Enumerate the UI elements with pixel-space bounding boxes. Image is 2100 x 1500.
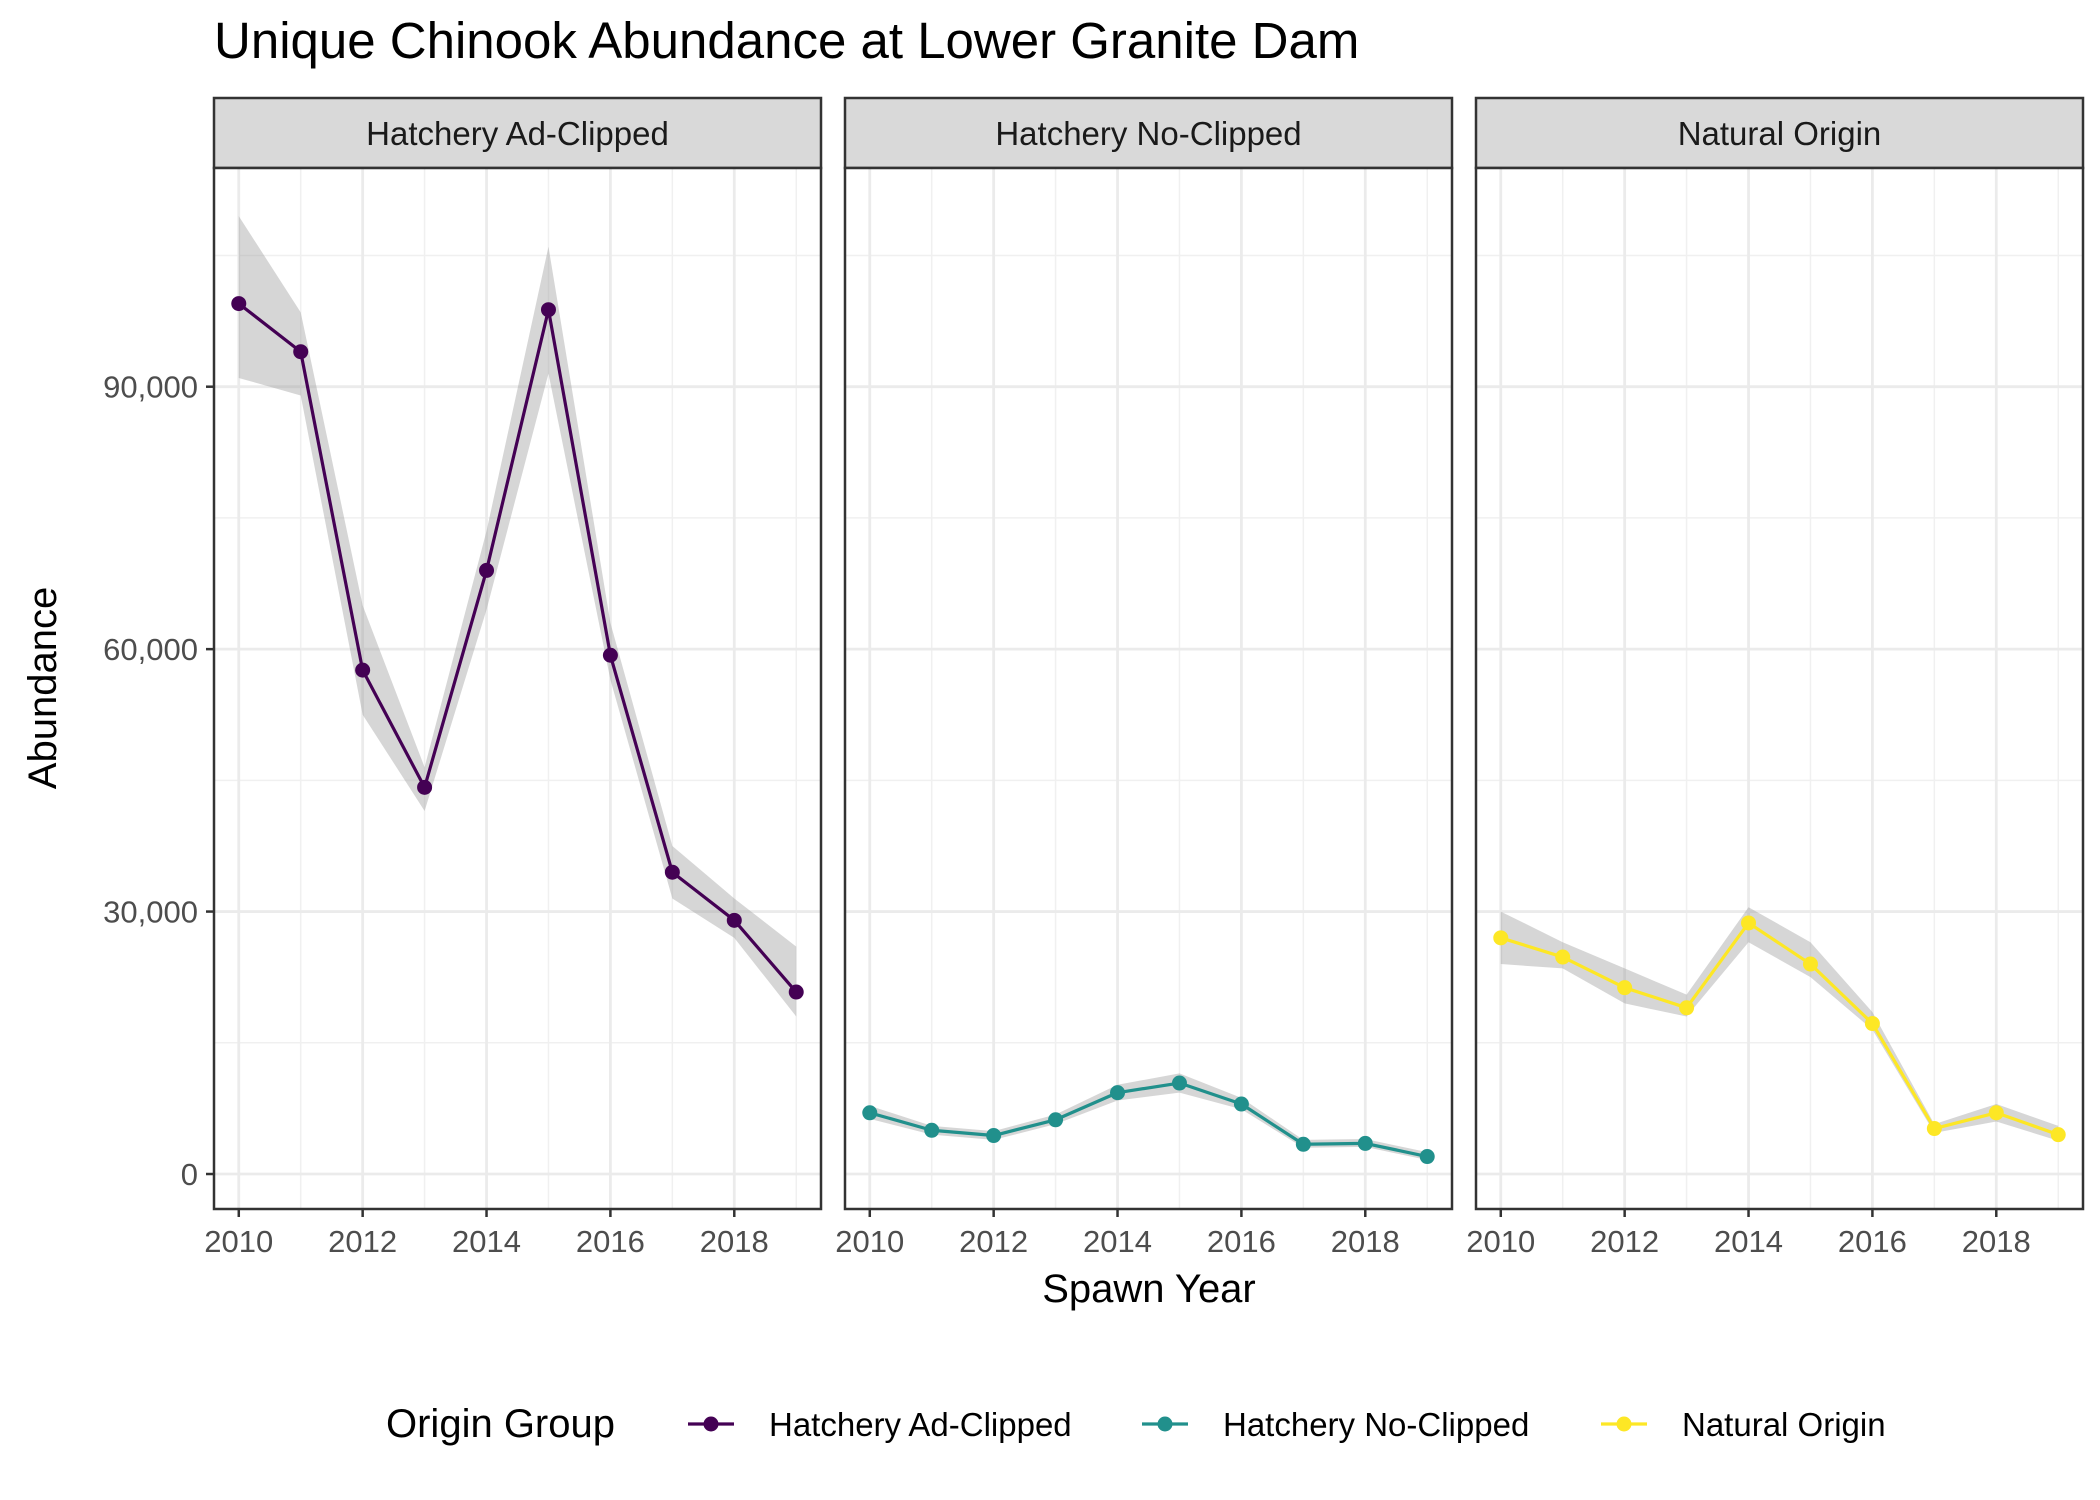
strip-label-hatchery-ad-clipped: Hatchery Ad-Clipped [366,115,669,152]
data-point-hatchery-no-clipped-2019 [1419,1149,1435,1165]
data-point-natural-origin-2017 [1926,1121,1942,1137]
data-point-hatchery-ad-clipped-2012 [355,662,371,678]
ribbon-hatchery-no-clipped [869,1073,1428,1161]
ribbon-natural-origin [1500,907,2059,1141]
data-point-hatchery-no-clipped-2014 [1110,1085,1126,1101]
x-tick-label-2012: 2012 [1590,1224,1659,1259]
strip-hatchery-no-clipped [843,96,1454,170]
strip-label-hatchery-no-clipped: Hatchery No-Clipped [995,115,1301,152]
x-tick-label-2012: 2012 [959,1224,1028,1259]
legend-key-point [703,1416,719,1432]
data-point-natural-origin-2014 [1741,915,1757,931]
strip-hatchery-ad-clipped [212,96,823,170]
x-tick-label-2018: 2018 [1962,1224,2031,1259]
y-tick-label-60-000: 60,000 [103,632,198,667]
y-axis-title: Abundance [21,587,65,789]
legend: Origin Group Hatchery Ad-Clipped Hatchery… [386,1402,1886,1446]
data-point-hatchery-ad-clipped-2016 [602,647,618,663]
x-tick-label-2018: 2018 [1331,1224,1400,1259]
series-line-natural-origin [1500,921,2059,1137]
data-point-hatchery-no-clipped-2013 [1048,1112,1064,1128]
data-point-hatchery-no-clipped-2011 [924,1122,940,1138]
y-tick-label-0: 0 [181,1157,198,1192]
panel-background [1476,168,2083,1209]
data-point-hatchery-ad-clipped-2017 [664,864,680,880]
data-point-natural-origin-2011 [1555,949,1571,965]
x-tick-label-2014: 2014 [1714,1224,1783,1259]
panel-natural-origin: Natural Origin 2010 2012 2014 2016 2018 [1466,96,2085,1259]
data-point-natural-origin-2010 [1493,930,1509,946]
y-tick-label-30-000: 30,000 [103,895,198,930]
x-tick-label-2010: 2010 [835,1224,904,1259]
legend-title: Origin Group [386,1402,615,1446]
data-point-hatchery-ad-clipped-2011 [293,344,309,360]
x-tick-label-2016: 2016 [1838,1224,1907,1259]
data-point-natural-origin-2019 [2050,1127,2066,1143]
data-point-hatchery-no-clipped-2018 [1357,1135,1373,1151]
data-point-hatchery-no-clipped-2015 [1171,1075,1187,1091]
data-point-hatchery-ad-clipped-2019 [788,984,804,1000]
x-tick-label-2018: 2018 [700,1224,769,1259]
legend-key-point [1157,1416,1173,1432]
data-point-natural-origin-2015 [1802,956,1818,972]
series-line-hatchery-no-clipped [869,1081,1428,1159]
legend-entry-hatchery-no-clipped: Hatchery No-Clipped [1142,1406,1529,1443]
x-tick-label-2010: 2010 [1466,1224,1535,1259]
data-point-hatchery-ad-clipped-2010 [231,296,247,312]
data-point-hatchery-ad-clipped-2018 [726,912,742,928]
data-point-hatchery-ad-clipped-2014 [479,562,495,578]
x-tick-label-2014: 2014 [452,1224,521,1259]
data-point-hatchery-no-clipped-2017 [1295,1136,1311,1152]
data-point-hatchery-no-clipped-2010 [862,1105,878,1121]
x-axis-title: Spawn Year [1042,1267,1256,1311]
panels: Hatchery Ad-Clipped 2010 2012 2014 2016 2018 0… [103,96,2085,1259]
data-point-hatchery-no-clipped-2016 [1233,1096,1249,1112]
panel-border [1474,166,2085,1211]
x-tick-label-2016: 2016 [1207,1224,1276,1259]
x-tick-label-2014: 2014 [1083,1224,1152,1259]
panel-background [845,168,1452,1209]
data-point-natural-origin-2016 [1864,1016,1880,1032]
legend-label-hatchery-ad-clipped: Hatchery Ad-Clipped [769,1406,1072,1443]
x-tick-label-2010: 2010 [204,1224,273,1259]
panel-border [212,166,823,1211]
panel-hatchery-ad-clipped: Hatchery Ad-Clipped 2010 2012 2014 2016 2018 0… [103,96,823,1259]
legend-key-point [1616,1416,1632,1432]
legend-entry-hatchery-ad-clipped: Hatchery Ad-Clipped [688,1406,1072,1443]
x-tick-label-2012: 2012 [328,1224,397,1259]
series-line-hatchery-ad-clipped [237,302,798,994]
data-point-hatchery-no-clipped-2012 [986,1128,1002,1144]
chart-title: Unique Chinook Abundance at Lower Granit… [214,12,1359,69]
data-point-hatchery-ad-clipped-2013 [417,779,433,795]
x-tick-label-2016: 2016 [576,1224,645,1259]
data-point-hatchery-ad-clipped-2015 [540,302,556,318]
panel-background [214,168,821,1209]
y-tick-label-90-000: 90,000 [103,370,198,405]
legend-label-hatchery-no-clipped: Hatchery No-Clipped [1223,1406,1529,1443]
panel-border [843,166,1454,1211]
data-point-natural-origin-2013 [1679,1000,1695,1016]
legend-entry-natural-origin: Natural Origin [1601,1406,1886,1443]
data-point-natural-origin-2012 [1617,980,1633,996]
legend-label-natural-origin: Natural Origin [1682,1406,1886,1443]
data-point-natural-origin-2018 [1988,1105,2004,1121]
panel-hatchery-no-clipped: Hatchery No-Clipped 2010 2012 2014 2016 2018 [835,96,1454,1259]
strip-label-natural-origin: Natural Origin [1678,115,1882,152]
